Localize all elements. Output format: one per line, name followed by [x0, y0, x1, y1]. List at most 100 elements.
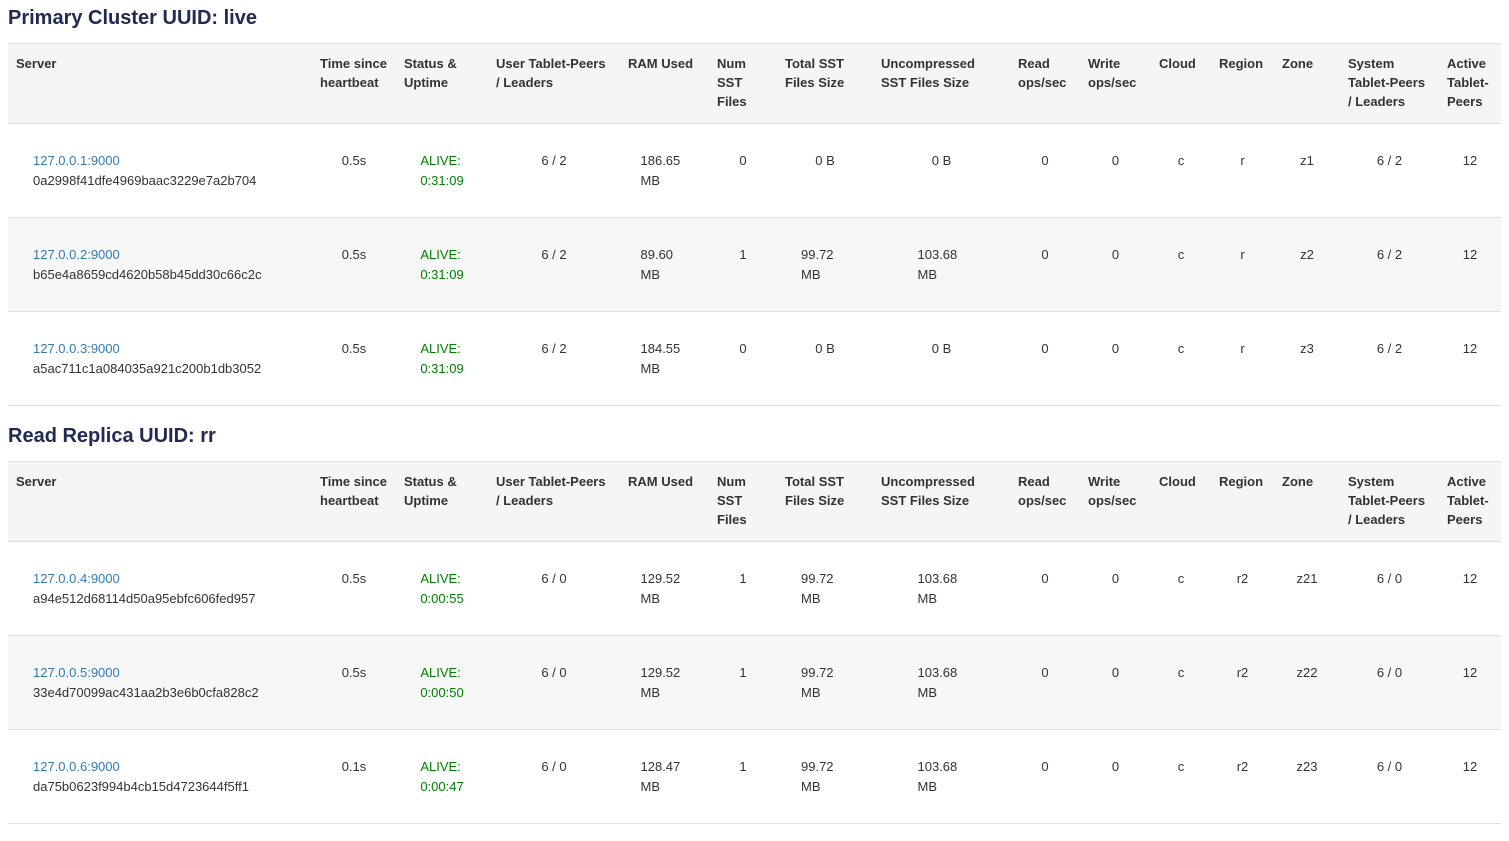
cell-ram-used: 129.52 MB: [620, 636, 709, 730]
cell-read-ops: 0: [1010, 124, 1080, 218]
cell-cloud: c: [1151, 312, 1211, 406]
server-address-link[interactable]: 127.0.0.2:9000: [33, 247, 120, 262]
heartbeat-value: 0.5s: [341, 153, 367, 168]
cell-active-tablet-peers: 12: [1439, 542, 1501, 636]
sections-root: Primary Cluster UUID: live Server Time si…: [8, 7, 1501, 824]
cell-heartbeat: 0.5s: [312, 218, 396, 312]
table-body: 127.0.0.1:9000 0a2998f41dfe4969baac3229e…: [8, 124, 1501, 406]
column-header: Write ops/sec: [1080, 43, 1151, 124]
user-peers-value: 6 / 0: [541, 665, 567, 680]
cell-zone: z1: [1274, 124, 1340, 218]
column-header: User Tablet-Peers / Leaders: [488, 43, 620, 124]
read-ops-value: 0: [1041, 153, 1049, 168]
cell-status: ALIVE: 0:00:50: [396, 636, 488, 730]
cell-read-ops: 0: [1010, 312, 1080, 406]
cell-num-sst-files: 1: [709, 636, 777, 730]
status-uptime: 0:31:09: [420, 361, 464, 376]
cell-system-tablet-peers: 6 / 0: [1340, 542, 1439, 636]
heartbeat-value: 0.5s: [341, 571, 367, 586]
cell-active-tablet-peers: 12: [1439, 312, 1501, 406]
status-uptime: 0:00:47: [420, 779, 464, 794]
ram-value: 186.65 MB: [640, 153, 681, 188]
zone-value: z1: [1300, 153, 1314, 168]
cell-read-ops: 0: [1010, 218, 1080, 312]
read-ops-value: 0: [1041, 571, 1049, 586]
region-value: r2: [1236, 665, 1249, 680]
table-row: 127.0.0.5:9000 33e4d70099ac431aa2b3e6b0c…: [8, 635, 1501, 730]
system-peers-value: 6 / 2: [1376, 247, 1403, 262]
cell-read-ops: 0: [1010, 636, 1080, 730]
column-header: System Tablet-Peers / Leaders: [1340, 461, 1439, 542]
column-header: Status & Uptime: [396, 43, 488, 124]
cell-zone: z3: [1274, 312, 1340, 406]
region-value: r: [1240, 341, 1245, 356]
cell-server: 127.0.0.4:9000 a94e512d68114d50a95ebfc60…: [8, 542, 312, 636]
server-address-link[interactable]: 127.0.0.6:9000: [33, 759, 120, 774]
status-uptime: 0:00:55: [420, 591, 464, 606]
table-row: 127.0.0.2:9000 b65e4a8659cd4620b58b45dd3…: [8, 217, 1501, 312]
column-header: RAM Used: [620, 43, 709, 124]
server-uuid: 0a2998f41dfe4969baac3229e7a2b704: [33, 173, 257, 188]
read-ops-value: 0: [1041, 341, 1049, 356]
tablet-servers-page: Primary Cluster UUID: live Server Time si…: [8, 7, 1501, 824]
cloud-value: c: [1177, 665, 1185, 680]
write-ops-value: 0: [1111, 759, 1120, 774]
user-peers-value: 6 / 2: [541, 341, 567, 356]
system-peers-value: 6 / 0: [1376, 665, 1403, 680]
column-header: Active Tablet-Peers: [1439, 461, 1501, 542]
cell-uncompressed-sst-size: 103.68 MB: [873, 218, 1010, 312]
system-peers-value: 6 / 0: [1376, 571, 1403, 586]
column-header: Total SST Files Size: [777, 461, 873, 542]
cell-system-tablet-peers: 6 / 0: [1340, 730, 1439, 824]
column-header: Uncompressed SST Files Size: [873, 461, 1010, 542]
column-header: Uncompressed SST Files Size: [873, 43, 1010, 124]
write-ops-value: 0: [1111, 665, 1120, 680]
cell-region: r2: [1211, 730, 1274, 824]
column-header: Region: [1211, 461, 1274, 542]
cell-server: 127.0.0.6:9000 da75b0623f994b4cb15d47236…: [8, 730, 312, 824]
write-ops-value: 0: [1111, 247, 1120, 262]
server-address-link[interactable]: 127.0.0.1:9000: [33, 153, 120, 168]
cell-read-ops: 0: [1010, 730, 1080, 824]
status-alive: ALIVE:: [420, 153, 461, 168]
zone-value: z2: [1300, 247, 1314, 262]
cell-write-ops: 0: [1080, 218, 1151, 312]
cell-num-sst-files: 0: [709, 312, 777, 406]
num-sst-value: 1: [739, 665, 747, 680]
tablet-servers-table: Server Time since heartbeat Status & Uptim…: [8, 43, 1501, 406]
cell-num-sst-files: 1: [709, 218, 777, 312]
cell-server: 127.0.0.1:9000 0a2998f41dfe4969baac3229e…: [8, 124, 312, 218]
table-row: 127.0.0.3:9000 a5ac711c1a084035a921c200b…: [8, 311, 1501, 406]
cell-region: r: [1211, 312, 1274, 406]
server-address-link[interactable]: 127.0.0.5:9000: [33, 665, 120, 680]
cell-num-sst-files: 1: [709, 730, 777, 824]
cell-region: r2: [1211, 636, 1274, 730]
cell-region: r2: [1211, 542, 1274, 636]
heartbeat-value: 0.5s: [341, 247, 367, 262]
server-uuid: da75b0623f994b4cb15d4723644f5ff1: [33, 779, 249, 794]
column-header: RAM Used: [620, 461, 709, 542]
active-peers-value: 12: [1462, 153, 1478, 168]
cell-ram-used: 186.65 MB: [620, 124, 709, 218]
cell-zone: z22: [1274, 636, 1340, 730]
status-alive: ALIVE:: [420, 571, 461, 586]
column-header: Cloud: [1151, 461, 1211, 542]
zone-value: z23: [1296, 759, 1318, 774]
cell-system-tablet-peers: 6 / 2: [1340, 218, 1439, 312]
ram-value: 129.52 MB: [640, 571, 681, 606]
cell-server: 127.0.0.3:9000 a5ac711c1a084035a921c200b…: [8, 312, 312, 406]
cell-cloud: c: [1151, 218, 1211, 312]
cell-active-tablet-peers: 12: [1439, 730, 1501, 824]
ram-value: 184.55 MB: [640, 341, 681, 376]
server-address-link[interactable]: 127.0.0.4:9000: [33, 571, 120, 586]
column-header: Num SST Files: [709, 461, 777, 542]
column-header: Region: [1211, 43, 1274, 124]
status-alive: ALIVE:: [420, 247, 461, 262]
write-ops-value: 0: [1111, 341, 1120, 356]
cell-ram-used: 184.55 MB: [620, 312, 709, 406]
column-header: System Tablet-Peers / Leaders: [1340, 43, 1439, 124]
cell-user-tablet-peers: 6 / 2: [488, 124, 620, 218]
zone-value: z22: [1296, 665, 1318, 680]
server-address-link[interactable]: 127.0.0.3:9000: [33, 341, 120, 356]
active-peers-value: 12: [1462, 247, 1478, 262]
